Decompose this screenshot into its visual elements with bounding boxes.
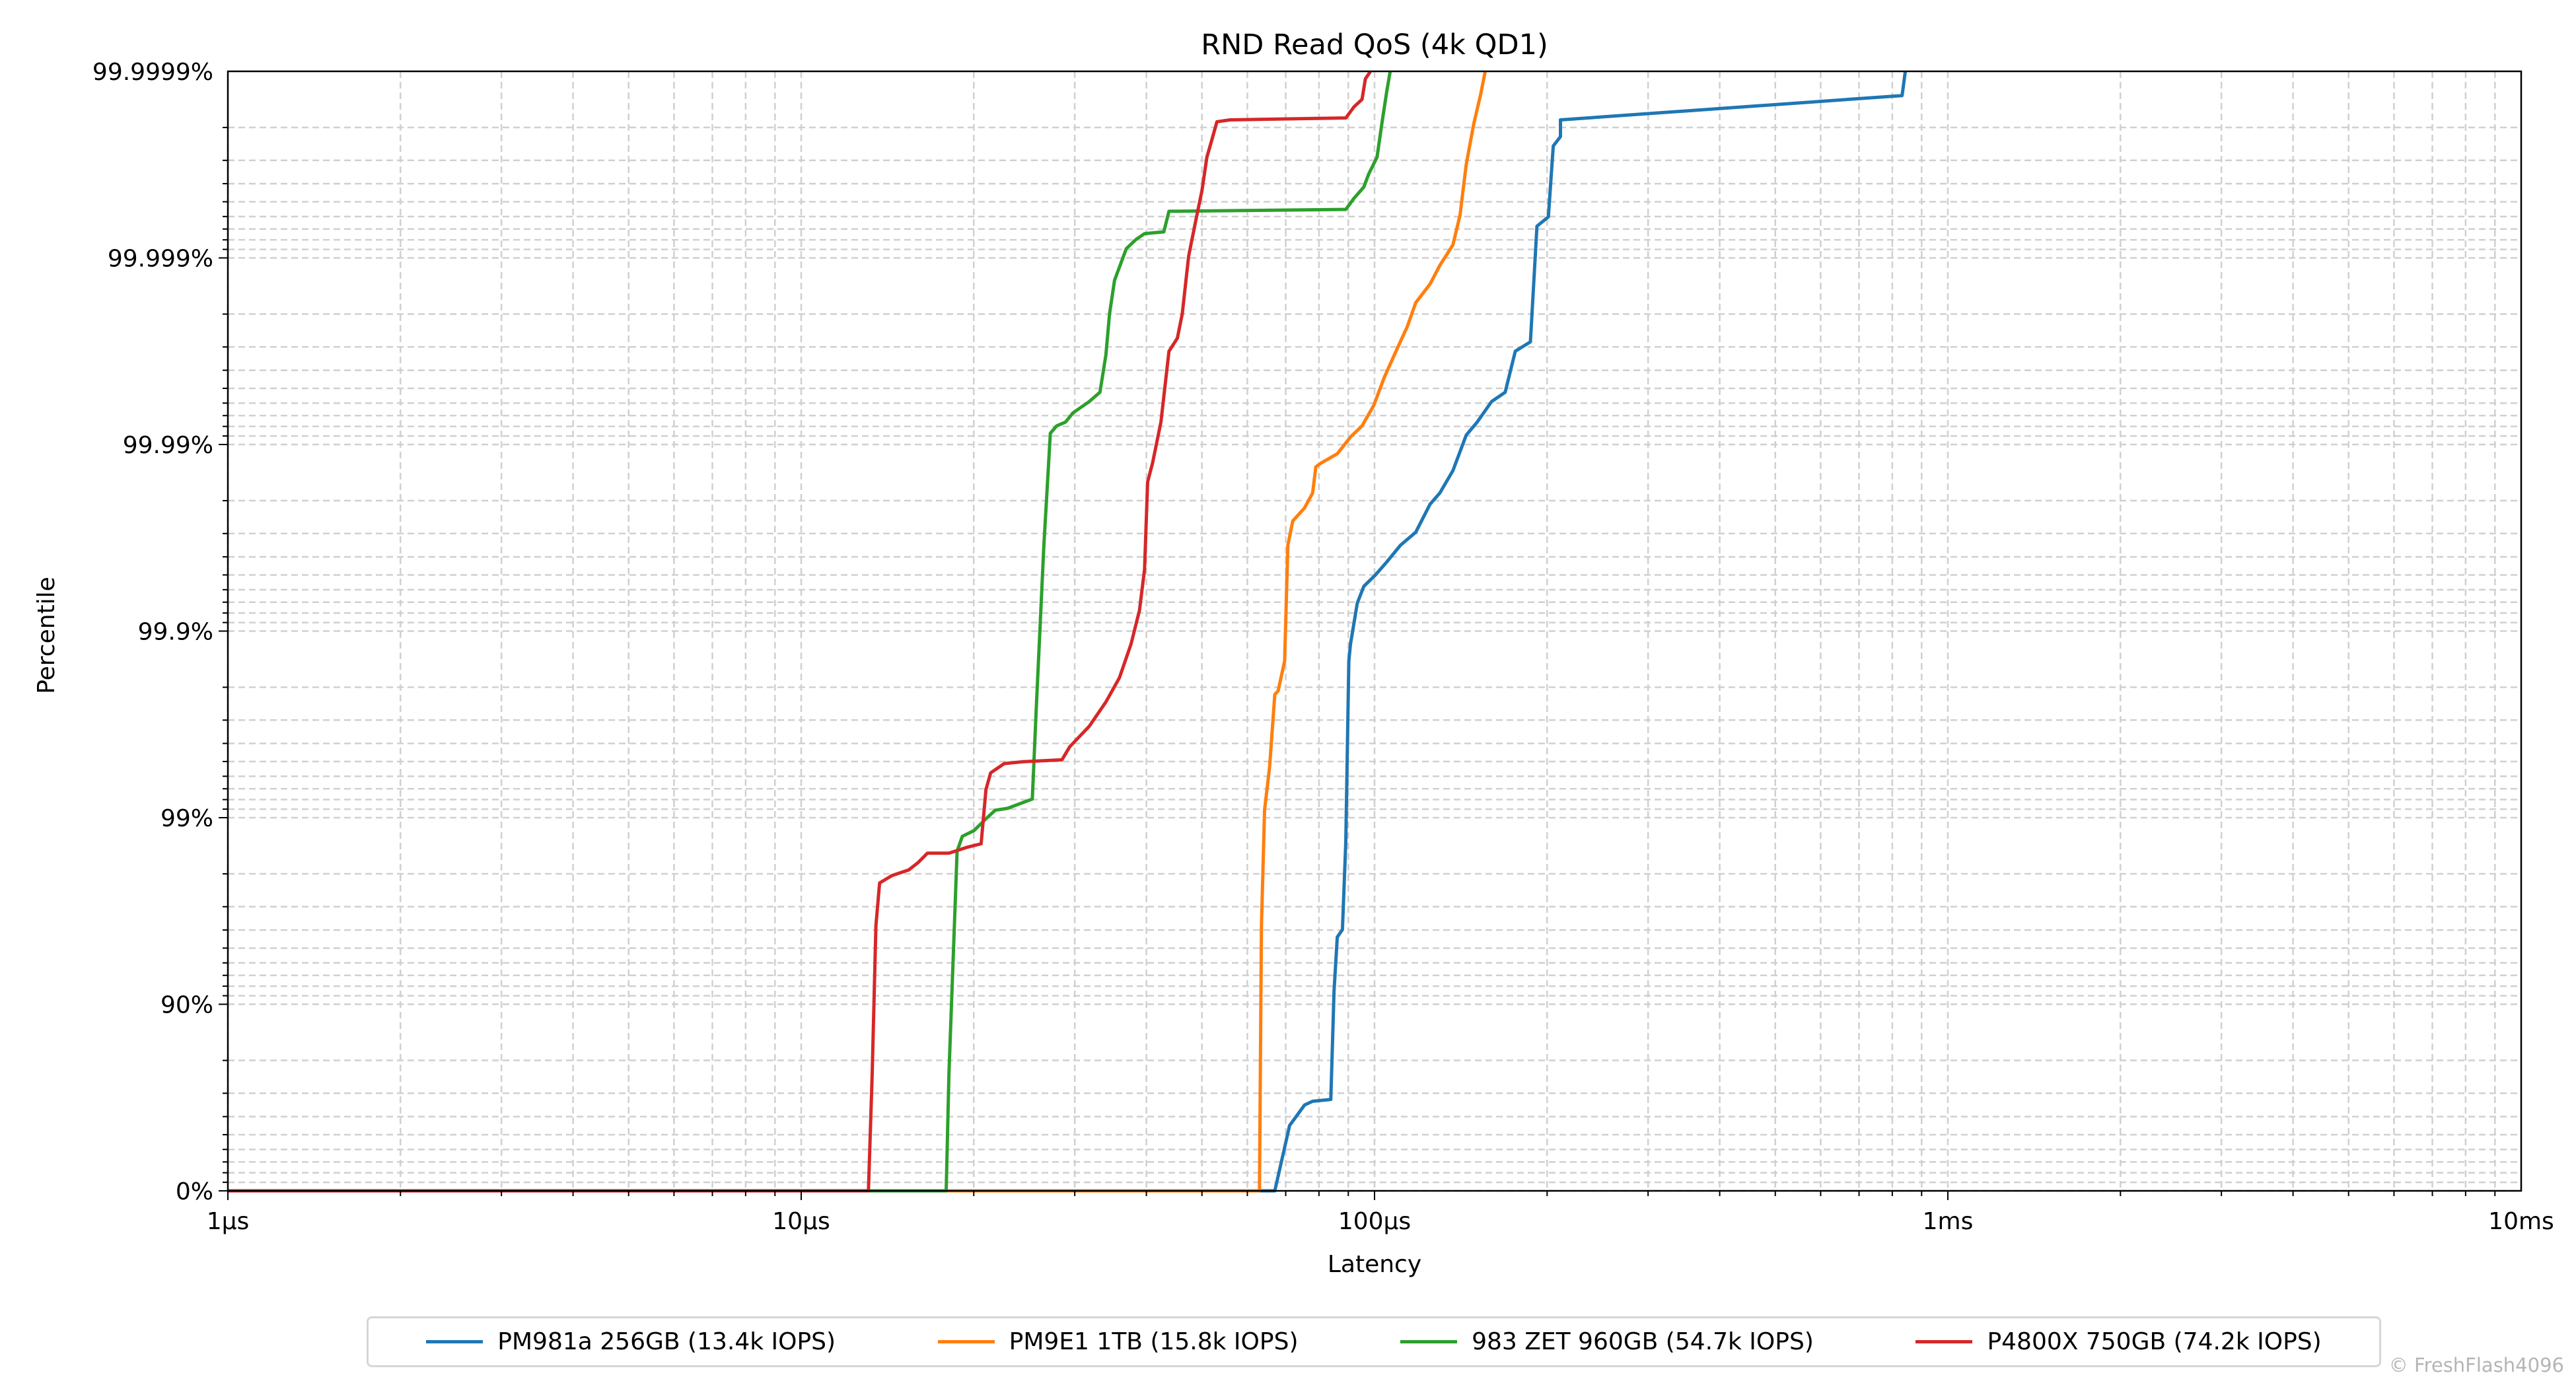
legend-swatch	[937, 1340, 995, 1343]
legend-item: P4800X 750GB (74.2k IOPS)	[1915, 1328, 2322, 1355]
y-tick-label: 0%	[176, 1178, 213, 1205]
legend-label: 983 ZET 960GB (54.7k IOPS)	[1472, 1328, 1814, 1355]
y-tick-label: 99.9999%	[92, 59, 213, 86]
x-tick-label: 10µs	[772, 1208, 830, 1235]
legend-swatch	[1915, 1340, 1973, 1343]
x-axis-label: Latency	[1328, 1251, 1421, 1278]
legend: PM981a 256GB (13.4k IOPS) PM9E1 1TB (15.…	[367, 1316, 2381, 1367]
series-line-pm981a	[228, 71, 1908, 1193]
axis-ticks: 1µs 10µs 100µs 1ms 10ms 0% 90% 99% 99.9% 99.99% 99…	[92, 59, 2554, 1235]
y-tick-label: 99.9%	[138, 619, 213, 646]
y-axis-label: Percentile	[33, 577, 60, 694]
x-tick-label: 1ms	[1923, 1208, 1974, 1235]
series-lines	[228, 70, 1908, 1193]
y-tick-label: 99%	[161, 805, 213, 832]
x-tick-label: 1µs	[207, 1208, 250, 1235]
series-line-pm9e1	[228, 71, 1487, 1193]
y-tick-label: 90%	[161, 992, 213, 1019]
legend-item: PM981a 256GB (13.4k IOPS)	[426, 1328, 836, 1355]
series-line-983	[228, 71, 1392, 1193]
legend-label: PM9E1 1TB (15.8k IOPS)	[1009, 1328, 1299, 1355]
grid	[227, 71, 2521, 1192]
legend-swatch	[426, 1340, 483, 1343]
x-tick-label: 100µs	[1338, 1208, 1411, 1235]
chart-title: RND Read QoS (4k QD1)	[1201, 28, 1548, 61]
y-tick-label: 99.999%	[108, 246, 213, 273]
legend-label: P4800X 750GB (74.2k IOPS)	[1987, 1328, 2322, 1355]
watermark: © FreshFlash4096	[2388, 1354, 2564, 1376]
x-tick-label: 10ms	[2488, 1208, 2554, 1235]
y-tick-label: 99.99%	[123, 432, 213, 459]
legend-swatch	[1400, 1340, 1458, 1343]
series-line-p4800x	[228, 70, 1372, 1193]
legend-item: 983 ZET 960GB (54.7k IOPS)	[1400, 1328, 1814, 1355]
legend-item: PM9E1 1TB (15.8k IOPS)	[937, 1328, 1299, 1355]
legend-label: PM981a 256GB (13.4k IOPS)	[497, 1328, 836, 1355]
